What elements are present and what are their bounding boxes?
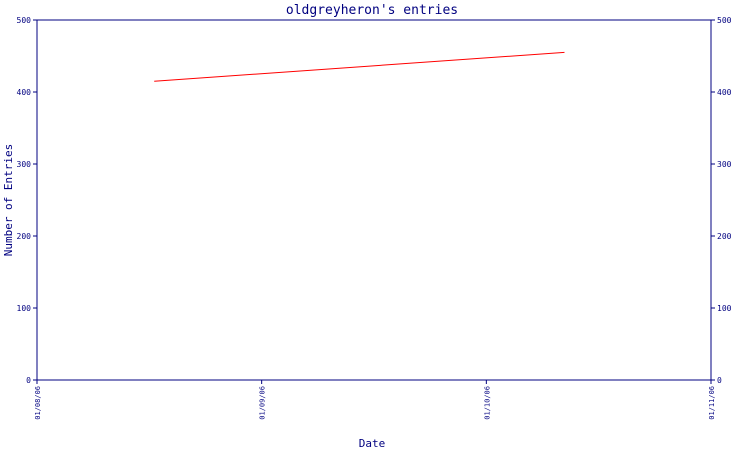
y-axis-left: 0 100 200 300 400 500 xyxy=(17,16,37,385)
y-tick-label-left: 500 xyxy=(17,16,32,25)
x-tick-label: 01/11/06 xyxy=(708,386,716,420)
y-tick-label-right: 300 xyxy=(717,160,732,169)
x-axis: 01/08/06 01/09/06 01/10/06 01/11/06 xyxy=(34,380,716,420)
y-tick-label-right: 500 xyxy=(717,16,732,25)
y-tick-label-left: 400 xyxy=(17,88,32,97)
y-tick-label-right: 0 xyxy=(717,376,722,385)
y-axis-right: 0 100 200 300 400 500 xyxy=(711,16,732,385)
series-layer xyxy=(154,51,565,82)
chart-title: oldgreyheron's entries xyxy=(286,3,458,18)
y-axis-title: Number of Entries xyxy=(2,144,15,257)
series-line xyxy=(154,51,565,82)
plot-area xyxy=(36,19,712,381)
y-tick-label-right: 100 xyxy=(717,304,732,313)
x-axis-title: Date xyxy=(359,437,386,450)
y-tick-label-left: 100 xyxy=(17,304,32,313)
x-tick-label: 01/09/06 xyxy=(259,386,267,420)
x-tick-label: 01/08/06 xyxy=(34,386,42,420)
y-tick-label-left: 0 xyxy=(26,376,31,385)
y-tick-label-left: 300 xyxy=(17,160,32,169)
x-tick-label: 01/10/06 xyxy=(483,386,491,420)
y-tick-label-right: 200 xyxy=(717,232,732,241)
y-tick-label-left: 200 xyxy=(17,232,32,241)
y-tick-label-right: 400 xyxy=(717,88,732,97)
